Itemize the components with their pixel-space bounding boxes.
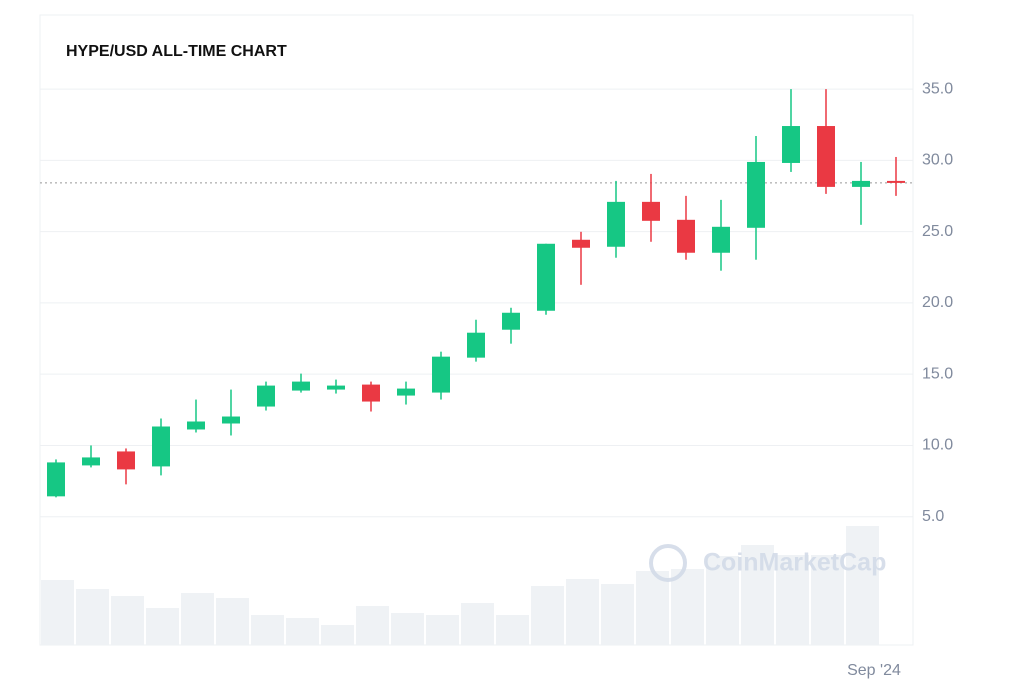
- volume-bar: [356, 606, 389, 645]
- candle-body: [432, 356, 450, 393]
- y-tick-label: 10.0: [922, 437, 953, 454]
- volume-bar: [776, 555, 809, 645]
- candle-body: [152, 426, 170, 467]
- volume-bar: [531, 586, 564, 645]
- volume-bar: [706, 556, 739, 645]
- candle-body: [537, 243, 555, 311]
- volume-bar: [41, 580, 74, 645]
- candle-body: [712, 226, 730, 253]
- candle-body: [47, 462, 65, 497]
- y-tick-label: 35.0: [922, 80, 953, 97]
- y-tick-label: 30.0: [922, 152, 953, 169]
- candle-body: [887, 180, 905, 183]
- volume-bar: [181, 593, 214, 645]
- volume-bar: [111, 596, 144, 645]
- candle-body: [187, 421, 205, 430]
- y-tick-label: 15.0: [922, 365, 953, 382]
- x-tick-label: Sep '24: [847, 662, 901, 679]
- y-tick-label: 25.0: [922, 223, 953, 240]
- candle-body: [292, 381, 310, 391]
- volume-bar: [811, 555, 844, 645]
- volume-bar: [426, 615, 459, 645]
- candle-body: [502, 312, 520, 330]
- volume-bar: [671, 569, 704, 645]
- volume-bar: [216, 598, 249, 645]
- candle-body: [747, 161, 765, 228]
- volume-bar: [321, 625, 354, 645]
- volume-bar: [391, 613, 424, 645]
- volume-bar: [251, 615, 284, 645]
- volume-bar: [636, 571, 669, 645]
- volume-bar: [286, 618, 319, 645]
- volume-bar: [496, 615, 529, 645]
- candle-body: [607, 201, 625, 247]
- volume-bar: [461, 603, 494, 645]
- candle-body: [642, 201, 660, 221]
- candle-body: [817, 126, 835, 187]
- candle-body: [222, 416, 240, 424]
- watermark-logo: [649, 544, 687, 582]
- volume-bar: [741, 545, 774, 645]
- watermark-group: CoinMarketCap: [649, 544, 886, 582]
- candle-body: [257, 385, 275, 407]
- y-tick-label: 20.0: [922, 294, 953, 311]
- volume-bar: [601, 584, 634, 645]
- volume-bar: [846, 526, 879, 645]
- candle-body: [117, 451, 135, 470]
- volume-bar: [566, 579, 599, 645]
- y-tick-label: 5.0: [922, 508, 944, 525]
- candle-body: [782, 126, 800, 163]
- candle-body: [362, 384, 380, 402]
- candle-body: [572, 239, 590, 248]
- candle-body: [82, 457, 100, 466]
- watermark: CoinMarketCap: [703, 549, 886, 577]
- candle-body: [852, 180, 870, 187]
- candle-body: [397, 388, 415, 396]
- candle-body: [327, 385, 345, 390]
- volume-bar: [146, 608, 179, 645]
- candle-body: [467, 332, 485, 358]
- volume-bar: [76, 589, 109, 645]
- chart-title: HYPE/USD ALL-TIME CHART: [66, 43, 287, 60]
- candle-body: [677, 219, 695, 253]
